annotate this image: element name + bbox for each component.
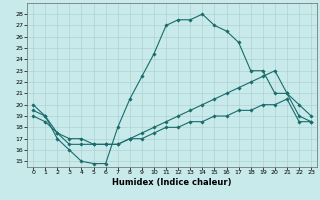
- X-axis label: Humidex (Indice chaleur): Humidex (Indice chaleur): [112, 178, 232, 187]
